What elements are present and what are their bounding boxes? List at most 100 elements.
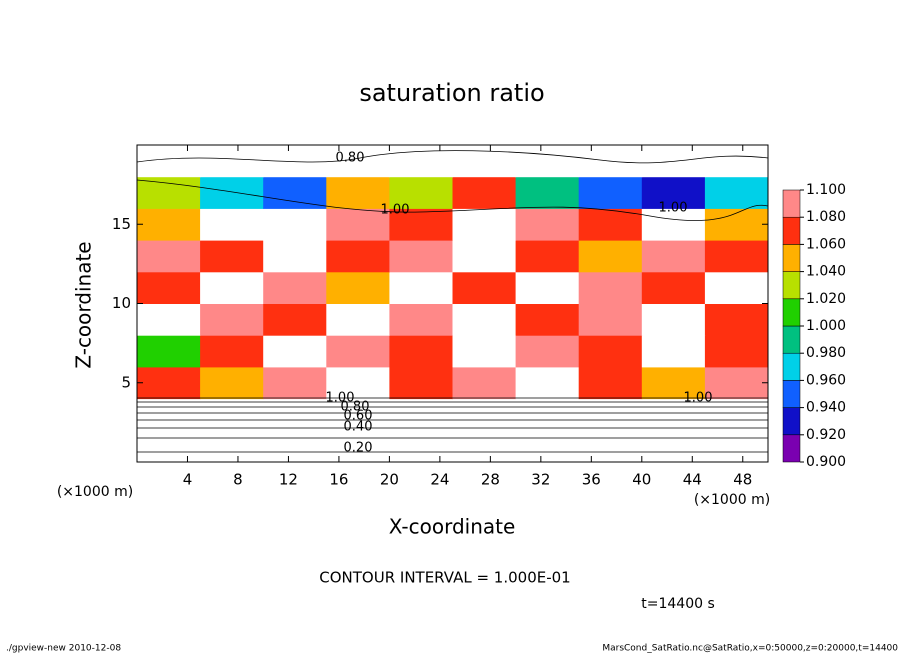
contour-label: 1.00 (381, 203, 410, 218)
field-cell (389, 398, 453, 431)
x-tick-label: 4 (183, 471, 193, 489)
x-tick-label: 44 (683, 471, 702, 489)
field-cell (389, 240, 453, 273)
field-cell (704, 145, 769, 178)
field-cell (641, 430, 706, 463)
field-cell (452, 303, 517, 336)
field-cell (578, 208, 643, 241)
field-cell (515, 176, 580, 209)
contour-label: 1.00 (684, 391, 713, 406)
field-cell (704, 430, 769, 463)
field-cell (389, 145, 453, 178)
field-cell (452, 208, 517, 241)
field-cell (578, 366, 643, 400)
footer-left: ./gpview-new 2010-12-08 (6, 644, 121, 654)
field-cell (515, 208, 580, 241)
field-cell (200, 145, 264, 178)
contour-interval: CONTOUR INTERVAL = 1.000E-01 (319, 569, 570, 587)
time-label: t=14400 s (641, 596, 715, 612)
field-cell (704, 271, 769, 304)
field-cell (326, 366, 390, 400)
colorbar-cell (782, 298, 801, 327)
colorbar-label: 0.920 (806, 427, 846, 443)
field-cell (578, 176, 643, 209)
colorbar-cell (782, 352, 801, 381)
field-cell (578, 430, 643, 463)
field-cell (452, 398, 517, 431)
field-cell (200, 176, 264, 209)
field-cell (326, 398, 390, 431)
x-unit: (×1000 m) (694, 492, 770, 508)
colorbar-cell (782, 380, 801, 408)
colorbar-label: 0.960 (806, 372, 846, 388)
field-cell (389, 271, 453, 304)
field-cell (704, 366, 769, 400)
field-cell (515, 303, 580, 336)
field-cell (263, 176, 327, 209)
field-cell (389, 430, 453, 463)
field-cell (641, 335, 706, 368)
colorbar-label: 1.000 (806, 318, 846, 334)
field-cell (263, 303, 327, 336)
field-cell (200, 303, 264, 336)
contour-lines (136, 150, 769, 453)
field-cell (704, 240, 769, 273)
y-axis-label: Z-coordinate (72, 241, 96, 368)
field-cell (200, 398, 264, 431)
field-cell (200, 271, 264, 304)
field-cell (137, 271, 201, 304)
field-cell (137, 335, 201, 368)
field-cell (200, 240, 264, 273)
field-cell (578, 335, 643, 368)
field-cell (389, 366, 453, 400)
field-cell (578, 240, 643, 273)
colorbar-label: 0.980 (806, 345, 846, 361)
field-cell (326, 176, 390, 209)
x-tick-label: 36 (582, 471, 601, 489)
field-cell (515, 335, 580, 368)
field-cell (137, 366, 201, 400)
field-cell (137, 430, 201, 463)
y-tick-label: 10 (112, 294, 131, 312)
field-cell (263, 430, 327, 463)
field-cell (452, 366, 517, 400)
field-cell (452, 176, 517, 209)
x-axis-label: X-coordinate (389, 515, 516, 539)
field-cell (326, 335, 390, 368)
field-cell (515, 398, 580, 431)
field-cell (452, 430, 517, 463)
colorbar-label: 1.080 (806, 209, 846, 225)
contour-line (136, 179, 769, 221)
field-cell (578, 303, 643, 336)
colorbar-cell (782, 244, 801, 272)
field-cell (704, 335, 769, 368)
contour-label: 0.80 (341, 400, 370, 415)
field-cell (200, 208, 264, 241)
field-cell (389, 303, 453, 336)
field-cell (515, 430, 580, 463)
colorbar-label: 1.100 (806, 182, 846, 198)
field-cell (263, 366, 327, 400)
x-tick-label: 20 (380, 471, 399, 489)
colorbar-cell (782, 325, 801, 354)
field-cell (326, 430, 390, 463)
field-cell (137, 303, 201, 336)
contour-label: 0.20 (344, 441, 373, 456)
field-cell (452, 335, 517, 368)
colorbar-cell (782, 407, 801, 436)
field-cell (704, 208, 769, 241)
plot-area (137, 145, 769, 463)
field-cell (137, 145, 201, 178)
field-cell (200, 366, 264, 400)
field-cell (578, 398, 643, 431)
field-cell (641, 271, 706, 304)
x-tick-label: 28 (481, 471, 500, 489)
x-tick-label: 16 (329, 471, 348, 489)
colorbar-cell (782, 434, 801, 463)
field-cell (452, 145, 517, 178)
contour-label: 1.00 (326, 391, 355, 406)
field-cell (389, 335, 453, 368)
field-cell (137, 208, 201, 241)
field-cell (263, 335, 327, 368)
